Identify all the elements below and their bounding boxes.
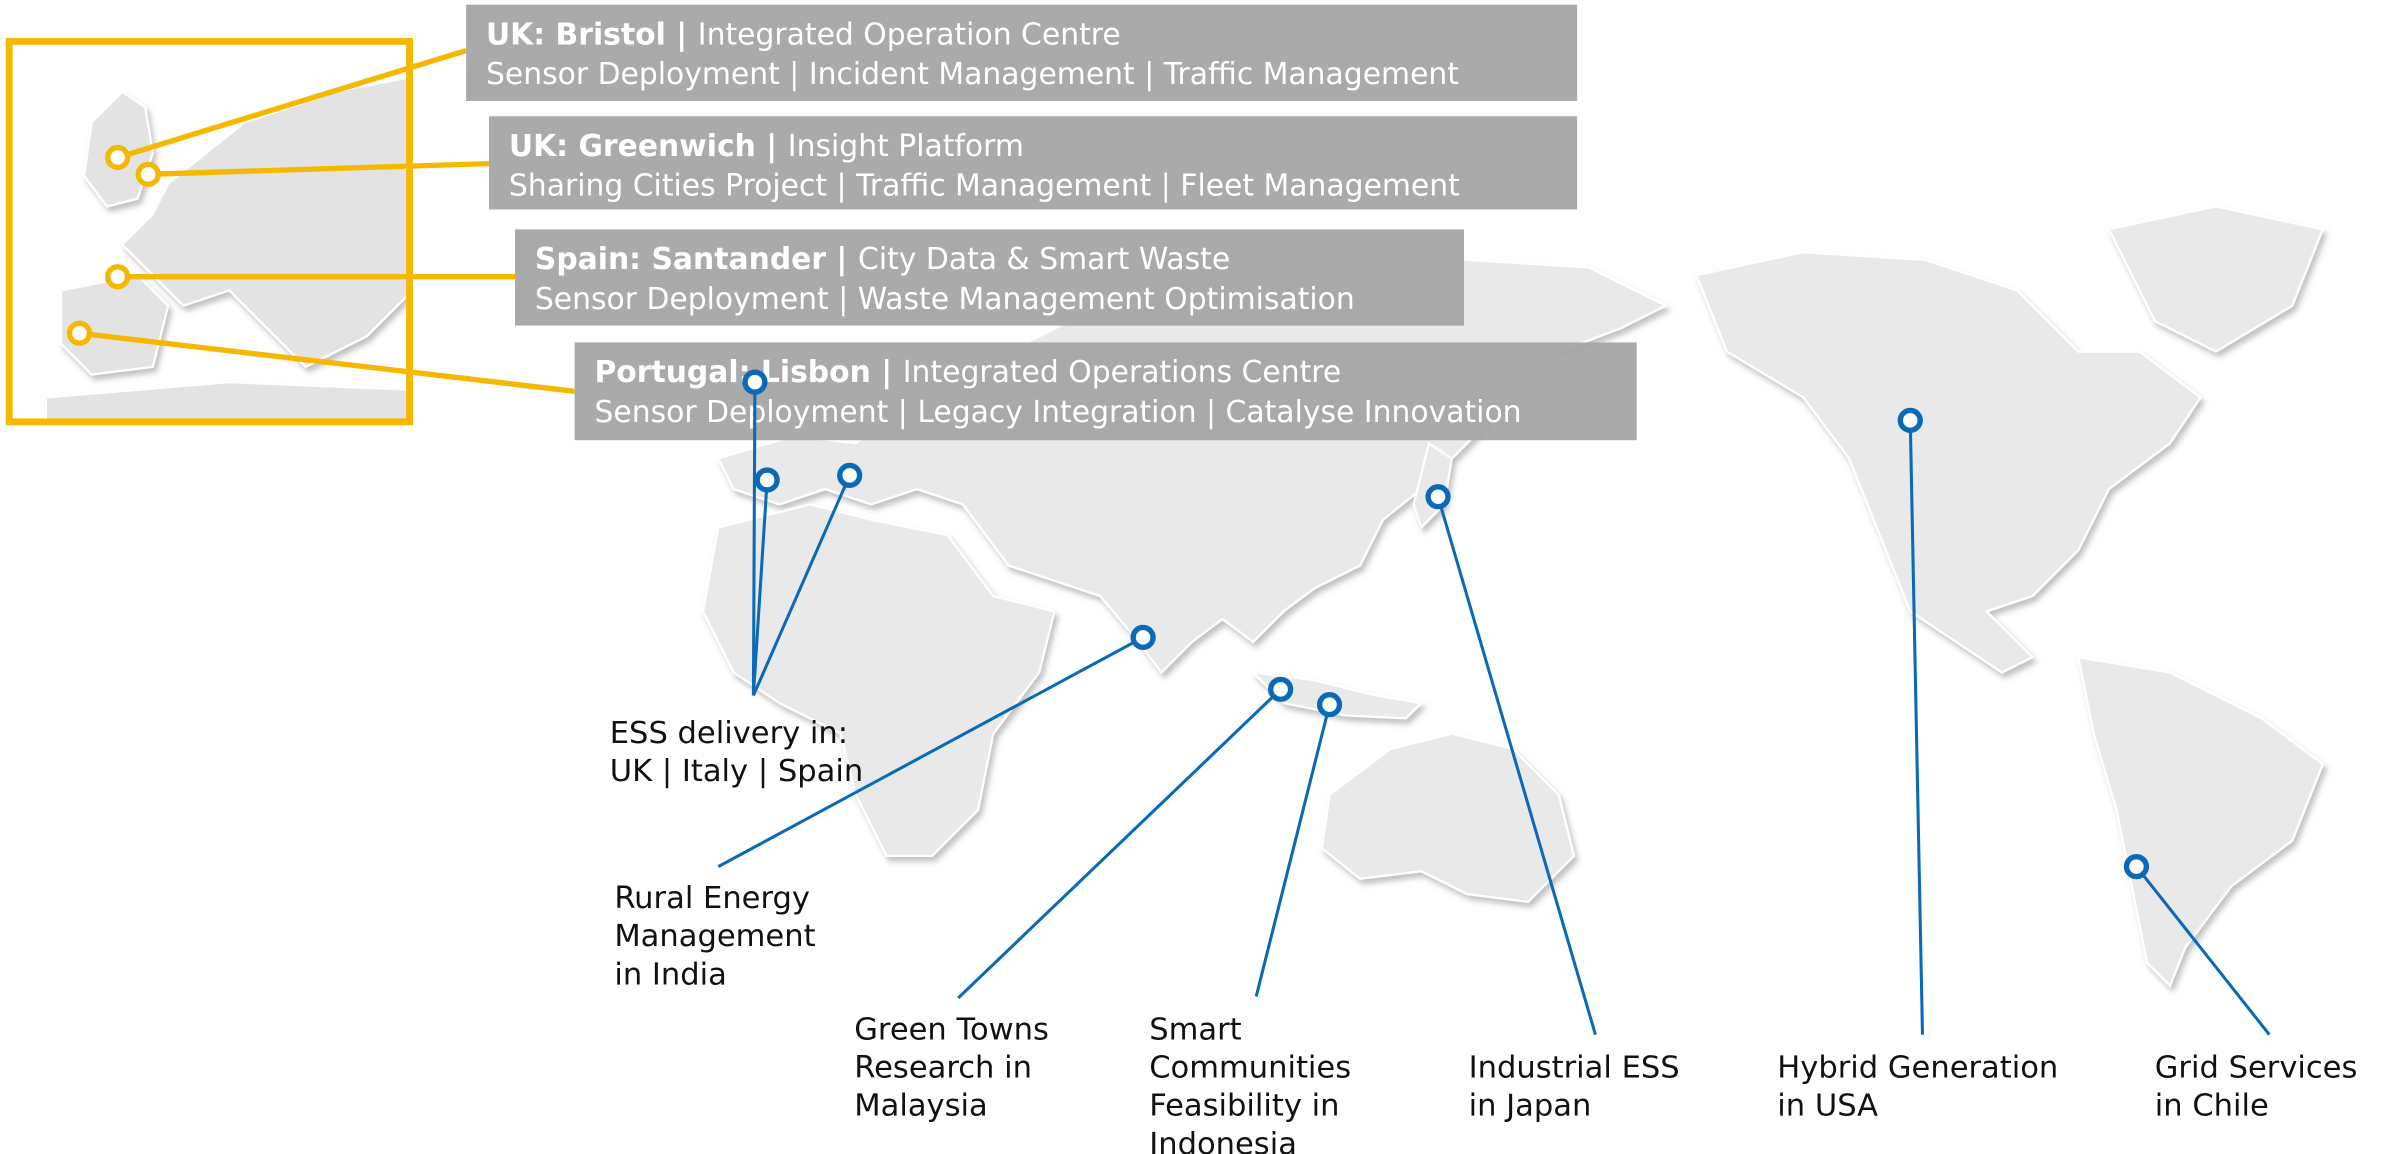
project-label: Indonesia — [1149, 1127, 1297, 1154]
pointer-line — [751, 382, 757, 696]
project-label: Industrial ESS — [1469, 1050, 1680, 1085]
location-marker — [1268, 676, 1294, 702]
project-label: Management — [614, 919, 815, 954]
pointer-line — [957, 688, 1282, 1000]
location-marker — [105, 144, 131, 171]
project-heading: Spain: Santander | City Data & Smart Wast… — [535, 242, 1230, 277]
annotations: UK: Bristol | Integrated Operation Centre… — [66, 4, 2358, 1154]
pointer-line — [1436, 496, 1597, 1036]
europe-inset-frame — [5, 37, 413, 426]
project-heading: Portugal: Lisbon | Integrated Operations … — [594, 355, 1341, 390]
project-label: Research in — [854, 1050, 1032, 1085]
project-heading: UK: Bristol | Integrated Operation Centre — [486, 17, 1121, 52]
project-title: Spain: Santander | — [535, 242, 847, 277]
pointer-line — [1254, 704, 1332, 997]
connector-line — [148, 160, 490, 177]
project-detail: Sharing Cities Project | Traffic Managem… — [509, 169, 1460, 204]
pointer-line — [2135, 865, 2271, 1036]
project-heading: UK: Greenwich | Insight Platform — [509, 129, 1024, 164]
location-marker — [754, 467, 780, 493]
project-label: Grid Services — [2155, 1050, 2358, 1085]
location-marker — [1130, 624, 1156, 650]
project-title: UK: Greenwich | — [509, 129, 777, 164]
project-label: Rural Energy — [614, 881, 810, 916]
location-marker — [1316, 691, 1343, 718]
project-label: Green Towns — [854, 1012, 1049, 1047]
project-label: Malaysia — [854, 1089, 987, 1124]
pointer-line — [751, 479, 769, 696]
project-title: UK: Bristol | — [486, 17, 687, 52]
location-marker — [2123, 853, 2150, 880]
location-marker — [1897, 407, 1923, 433]
project-subtitle: City Data & Smart Waste — [858, 242, 1230, 277]
location-marker — [105, 264, 131, 290]
location-marker — [135, 161, 161, 187]
project-label: Communities — [1149, 1050, 1351, 1085]
project-detail: Sensor Deployment | Incident Management … — [486, 57, 1459, 92]
project-label: Feasibility in — [1149, 1089, 1339, 1124]
project-label: Hybrid Generation — [1777, 1050, 2058, 1085]
project-subtitle: Integrated Operations Centre — [903, 355, 1341, 390]
project-label: UK | Italy | Spain — [610, 754, 863, 789]
project-detail: Sensor Deployment | Legacy Integration |… — [594, 395, 1521, 430]
project-label: in Japan — [1469, 1089, 1592, 1124]
location-marker — [1425, 484, 1451, 510]
location-marker — [742, 369, 768, 395]
project-label: in Chile — [2155, 1089, 2269, 1124]
pointer-line — [717, 636, 1144, 868]
project-box — [489, 116, 1578, 210]
connector-line — [116, 47, 467, 161]
connector-line — [79, 330, 575, 394]
project-subtitle: Integrated Operation Centre — [698, 17, 1121, 52]
project-box — [515, 229, 1465, 326]
project-label: ESS delivery in: — [610, 716, 848, 751]
project-label: in India — [614, 957, 727, 992]
location-marker — [837, 462, 863, 488]
pointer-line — [1908, 420, 1925, 1035]
project-subtitle: Insight Platform — [788, 129, 1024, 164]
project-detail: Sensor Deployment | Waste Management Opt… — [535, 282, 1355, 317]
europe-inset-map — [44, 75, 410, 422]
project-box — [466, 4, 1578, 101]
project-label: Smart — [1149, 1012, 1241, 1047]
location-marker — [66, 320, 93, 346]
project-label: in USA — [1777, 1089, 1878, 1124]
pointer-line — [752, 474, 852, 697]
